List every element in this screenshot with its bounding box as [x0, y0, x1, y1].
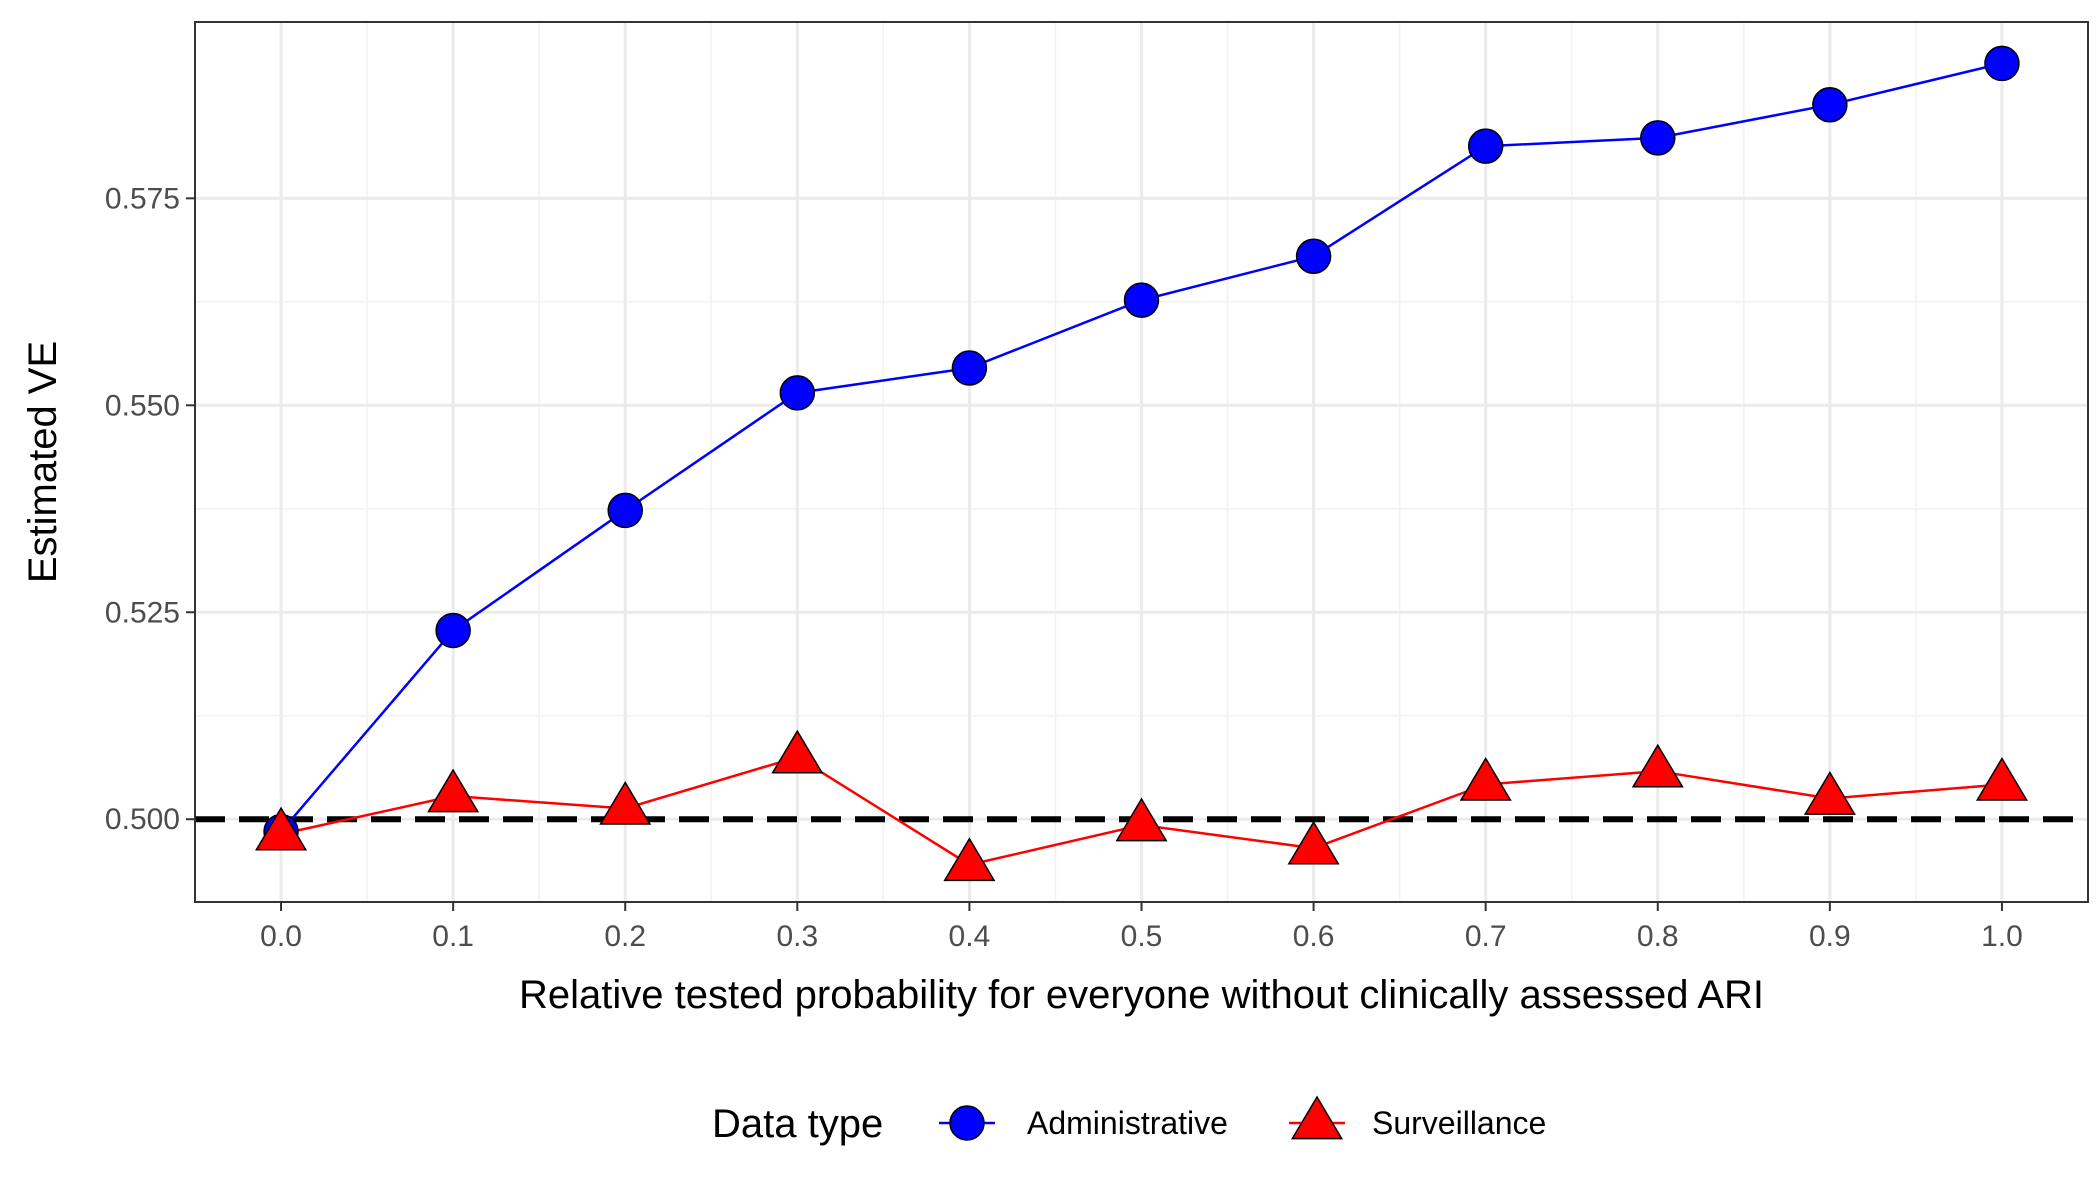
legend: Data type Administrative Surveillance — [712, 1095, 1546, 1146]
administrative-point — [1467, 128, 1504, 164]
administrative-legend-key — [949, 1105, 985, 1141]
surveillance-point — [943, 837, 996, 882]
y-tick-label: 0.575 — [105, 182, 180, 215]
surveillance-point — [1803, 771, 1856, 815]
x-tick-label: 0.2 — [604, 920, 646, 953]
surveillance-legend-key — [1290, 1095, 1344, 1140]
surveillance-point — [1287, 820, 1340, 865]
x-axis-title: Relative tested probability for everyone… — [519, 973, 1764, 1017]
x-tick-label: 0.1 — [432, 920, 474, 953]
legend-title: Data type — [712, 1102, 883, 1146]
administrative-point — [1123, 282, 1160, 318]
x-tick-label: 0.6 — [1293, 920, 1335, 953]
x-tick-label: 0.8 — [1637, 920, 1679, 953]
administrative-legend-label: Administrative — [1027, 1105, 1228, 1141]
surveillance-point — [1115, 797, 1168, 842]
administrative-point — [435, 612, 471, 649]
surveillance-legend-label: Surveillance — [1372, 1105, 1546, 1141]
x-tick-label: 0.5 — [1121, 920, 1163, 953]
axes: 0.500 0.525 0.550 0.575 0.0 0.1 0.2 0.3 0.4 0.5 0.… — [105, 182, 2023, 953]
administrative-point — [1640, 120, 1676, 156]
y-tick-label: 0.525 — [105, 596, 180, 629]
surveillance-point — [1631, 743, 1684, 788]
administrative-point — [1295, 238, 1332, 275]
y-axis-title: Estimated VE — [21, 341, 65, 583]
surveillance-point — [255, 806, 308, 851]
x-tick-label: 1.0 — [1981, 920, 2023, 953]
x-tick-label: 0.9 — [1809, 920, 1851, 953]
surveillance-point — [599, 780, 652, 825]
x-tick-label: 0.0 — [260, 920, 302, 953]
surveillance-point — [1975, 756, 2028, 801]
y-tick-label: 0.500 — [105, 803, 180, 836]
administrative-point — [779, 375, 816, 411]
x-tick-label: 0.3 — [776, 920, 818, 953]
administrative-point — [1812, 87, 1848, 123]
series-group — [255, 45, 2028, 882]
administrative-point — [607, 492, 643, 529]
surveillance-point — [427, 768, 480, 813]
y-tick-label: 0.550 — [105, 389, 180, 422]
administrative-point — [951, 350, 988, 386]
surveillance-point — [771, 729, 824, 774]
surveillance-point — [1459, 756, 1512, 801]
administrative-point — [1984, 45, 2020, 82]
x-tick-label: 0.4 — [949, 920, 991, 953]
x-tick-label: 0.7 — [1465, 920, 1507, 953]
